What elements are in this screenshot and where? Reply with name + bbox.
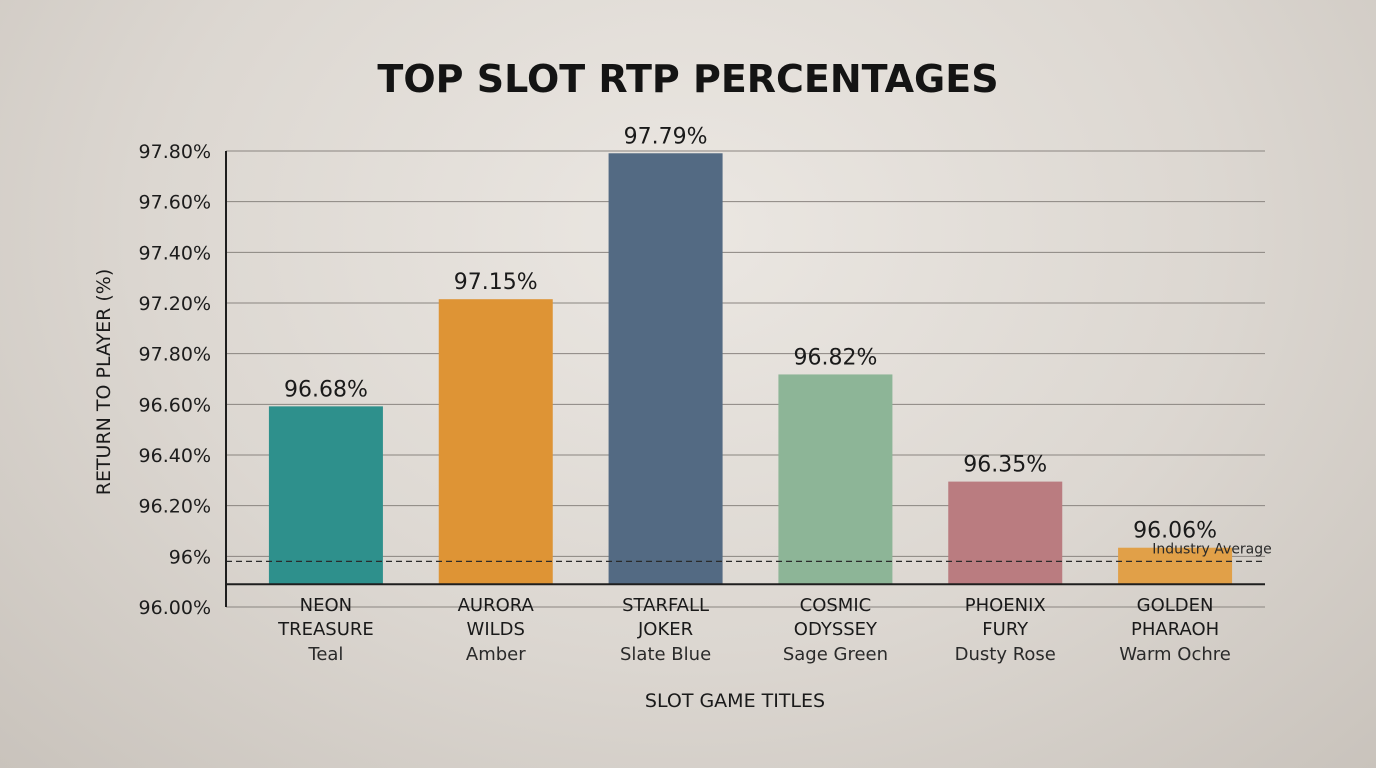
x-category-color-name: Warm Ochre	[1119, 644, 1231, 665]
bar-value-labels: 96.68% 97.15% 97.79% 96.82% 96.35% 96.06%	[284, 124, 1217, 543]
x-axis-categories: NEON TREASURE Teal AURORA WILDS Amber STARFALL…	[277, 595, 1231, 665]
bars	[268, 153, 1233, 585]
y-tick-label: 96.40%	[139, 445, 211, 467]
bar-value-label: 96.35%	[963, 453, 1047, 478]
axes	[225, 151, 1265, 607]
gridlines	[226, 150, 1265, 608]
y-tick-label: 97.40%	[139, 242, 211, 264]
bar-value-label: 96.82%	[793, 345, 877, 370]
y-tick-label: 96.00%	[139, 597, 211, 619]
bar-value-label: 96.68%	[284, 377, 368, 402]
bar	[778, 374, 893, 585]
y-tick-label: 96.20%	[139, 496, 211, 518]
x-category-label: WILDS	[467, 619, 525, 640]
x-category-label: JOKER	[637, 619, 693, 640]
bar	[438, 299, 553, 585]
x-category-label: GOLDEN	[1137, 595, 1214, 616]
y-tick-label: 97.80%	[139, 141, 211, 163]
y-tick-label: 97.80%	[139, 344, 211, 366]
bar	[608, 153, 723, 585]
x-axis-title: SLOT GAME TITLES	[645, 690, 825, 712]
x-category-label: NEON	[300, 595, 352, 616]
y-tick-label: 97.20%	[139, 293, 211, 315]
x-category-label: PHOENIX	[965, 595, 1046, 616]
y-tick-label: 97.60%	[139, 192, 211, 214]
bar-value-label: 97.15%	[454, 270, 538, 295]
x-category-label: TREASURE	[277, 619, 374, 640]
y-tick-label: 96.60%	[139, 394, 211, 416]
x-category-label: AURORA	[458, 595, 535, 616]
x-category-color-name: Slate Blue	[620, 644, 711, 665]
x-category-label: FURY	[982, 619, 1029, 640]
x-category-color-name: Sage Green	[783, 644, 888, 665]
bar-value-label: 96.06%	[1133, 519, 1217, 544]
bar	[268, 406, 383, 585]
bar-value-label: 97.79%	[624, 124, 708, 149]
y-axis-ticks: 96.00% 96% 96.20% 96.40% 96.60% 97.80% 97.20% 9…	[139, 141, 211, 619]
bar	[1118, 547, 1233, 585]
x-category-label: ODYSSEY	[794, 619, 878, 640]
x-category-color-name: Teal	[307, 644, 343, 665]
x-category-label: COSMIC	[800, 595, 872, 616]
bar	[948, 481, 1063, 585]
x-category-color-name: Amber	[466, 644, 526, 665]
reference-line-group: Industry Average	[226, 541, 1272, 563]
chart-title: TOP SLOT RTP PERCENTAGES	[377, 57, 998, 101]
y-tick-label: 96%	[169, 546, 211, 568]
y-axis-title: RETURN TO PLAYER (%)	[93, 269, 115, 496]
x-category-color-name: Dusty Rose	[955, 644, 1056, 665]
industry-average-label: Industry Average	[1152, 541, 1272, 557]
x-category-label: PHARAOH	[1131, 619, 1219, 640]
x-category-label: STARFALL	[622, 595, 709, 616]
